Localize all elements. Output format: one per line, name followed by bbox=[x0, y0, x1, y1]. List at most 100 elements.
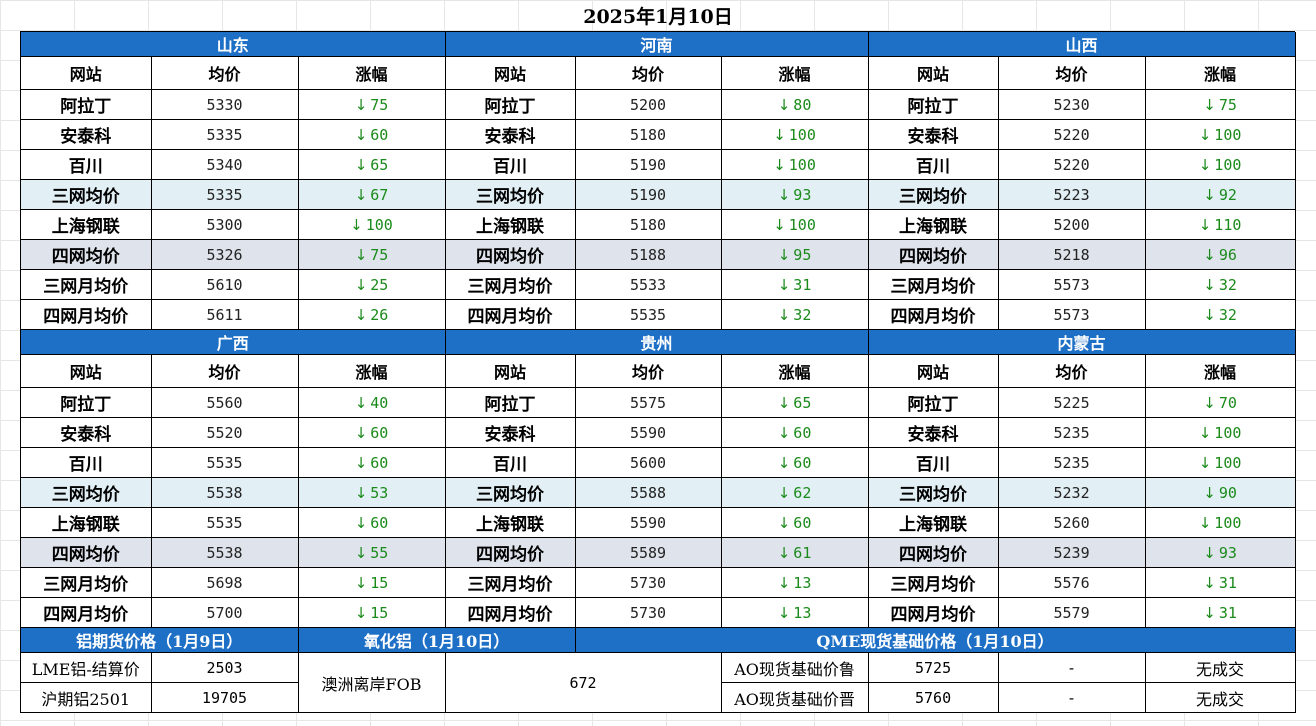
change-cell: ↓ 90 bbox=[1145, 477, 1296, 508]
avg-price-cell: 5230 bbox=[998, 89, 1146, 120]
avg-price-cell: 5573 bbox=[998, 299, 1146, 330]
site-name-cell: 上海钢联 bbox=[445, 209, 576, 240]
lme-value: 2503 bbox=[151, 652, 299, 683]
site-column-header: 网站 bbox=[21, 56, 152, 90]
site-name-cell: 百川 bbox=[21, 149, 152, 180]
change-value: 100 bbox=[788, 155, 816, 174]
change-cell: ↓ 67 bbox=[298, 179, 446, 210]
change-value: 61 bbox=[793, 543, 812, 562]
change-cell: ↓ 55 bbox=[298, 537, 446, 568]
page-title: 2025年1月10日 bbox=[583, 6, 733, 28]
change-value: 55 bbox=[370, 543, 389, 562]
down-arrow-icon: ↓ bbox=[773, 155, 786, 174]
region-title: 山西 bbox=[868, 32, 1296, 57]
avg-price-cell: 5573 bbox=[998, 269, 1146, 300]
avg-price-cell: 5335 bbox=[151, 119, 299, 150]
change-cell: ↓ 100 bbox=[1145, 417, 1296, 448]
change-cell: ↓ 60 bbox=[721, 447, 869, 478]
down-arrow-icon: ↓ bbox=[777, 483, 791, 502]
avg-price-cell: 5220 bbox=[998, 149, 1146, 180]
site-name-cell: 三网月均价 bbox=[868, 567, 999, 598]
table-row: 三网月均价 5698 ↓ 15 三网月均价 5730 ↓ 13 三网月均价 5576 ↓ 31 bbox=[21, 567, 1296, 598]
column-header-row: 网站 均价 涨幅 网站 均价 涨幅 网站 均价 涨幅 bbox=[21, 354, 1296, 388]
avg-price-cell: 5520 bbox=[151, 417, 299, 448]
region-title: 贵州 bbox=[445, 329, 869, 355]
down-arrow-icon: ↓ bbox=[1203, 573, 1216, 592]
avg-price-cell: 5180 bbox=[575, 119, 722, 150]
price-column-header: 均价 bbox=[998, 354, 1146, 388]
change-cell: ↓ 93 bbox=[721, 179, 869, 210]
table-row: 安泰科 5520 ↓ 60 安泰科 5590 ↓ 60 安泰科 5235 ↓ 100 bbox=[21, 417, 1296, 448]
change-cell: ↓ 96 bbox=[1145, 239, 1296, 270]
region-title: 内蒙古 bbox=[868, 329, 1296, 355]
change-value: 31 bbox=[1218, 573, 1237, 592]
site-name-cell: 三网月均价 bbox=[21, 269, 152, 300]
site-column-header: 网站 bbox=[21, 354, 152, 388]
table-row: 三网均价 5538 ↓ 53 三网均价 5588 ↓ 62 三网均价 5232 ↓ 90 bbox=[21, 477, 1296, 508]
change-cell: ↓ 31 bbox=[721, 269, 869, 300]
down-arrow-icon: ↓ bbox=[777, 603, 791, 622]
table-row: 安泰科 5335 ↓ 60 安泰科 5180 ↓ 100 安泰科 5220 ↓ 100 bbox=[21, 119, 1296, 150]
change-value: 32 bbox=[1218, 305, 1237, 324]
site-name-cell: 四网均价 bbox=[445, 537, 576, 568]
down-arrow-icon: ↓ bbox=[354, 483, 368, 502]
down-arrow-icon: ↓ bbox=[354, 543, 368, 562]
change-value: 32 bbox=[793, 305, 812, 324]
table-row: 三网月均价 5610 ↓ 25 三网月均价 5533 ↓ 31 三网月均价 5573 ↓ 32 bbox=[21, 269, 1296, 300]
change-value: 60 bbox=[370, 125, 389, 144]
site-name-cell: 百川 bbox=[445, 447, 576, 478]
change-cell: ↓ 15 bbox=[298, 567, 446, 598]
site-name-cell: 四网均价 bbox=[21, 537, 152, 568]
change-value: 53 bbox=[370, 483, 389, 502]
down-arrow-icon: ↓ bbox=[354, 423, 368, 442]
ao-lu-change: - bbox=[998, 652, 1146, 683]
avg-price-cell: 5225 bbox=[998, 387, 1146, 418]
site-name-cell: 三网均价 bbox=[21, 477, 152, 508]
down-arrow-icon: ↓ bbox=[350, 215, 363, 234]
change-value: 100 bbox=[1214, 125, 1242, 144]
price-column-header: 均价 bbox=[151, 354, 299, 388]
site-name-cell: 四网均价 bbox=[445, 239, 576, 270]
site-name-cell: 三网月均价 bbox=[868, 269, 999, 300]
price-column-header: 均价 bbox=[575, 354, 722, 388]
change-value: 95 bbox=[793, 245, 812, 264]
site-name-cell: 阿拉丁 bbox=[868, 89, 999, 120]
down-arrow-icon: ↓ bbox=[777, 185, 791, 204]
avg-price-cell: 5200 bbox=[575, 89, 722, 120]
site-column-header: 网站 bbox=[445, 56, 576, 90]
avg-price-cell: 5330 bbox=[151, 89, 299, 120]
region-header-row: 山东 河南 山西 bbox=[21, 32, 1296, 57]
avg-price-cell: 5223 bbox=[998, 179, 1146, 210]
down-arrow-icon: ↓ bbox=[1203, 95, 1216, 114]
change-value: 26 bbox=[370, 305, 389, 324]
change-cell: ↓ 32 bbox=[1145, 269, 1296, 300]
down-arrow-icon: ↓ bbox=[354, 125, 368, 144]
ao-lu-label: AO现货基础价鲁 bbox=[721, 652, 869, 683]
bottom-row-1: LME铝-结算价 2503 澳洲离岸FOB 672 AO现货基础价鲁 5725 … bbox=[21, 652, 1296, 713]
change-cell: ↓ 32 bbox=[1145, 299, 1296, 330]
down-arrow-icon: ↓ bbox=[1198, 125, 1212, 144]
ao-lu-value: 5725 bbox=[868, 652, 999, 683]
change-value: 100 bbox=[788, 125, 816, 144]
avg-price-cell: 5260 bbox=[998, 507, 1146, 538]
site-name-cell: 阿拉丁 bbox=[21, 89, 152, 120]
site-name-cell: 上海钢联 bbox=[868, 507, 999, 538]
down-arrow-icon: ↓ bbox=[1198, 453, 1212, 472]
change-column-header: 涨幅 bbox=[298, 56, 446, 90]
site-name-cell: 三网均价 bbox=[445, 179, 576, 210]
avg-price-cell: 5575 bbox=[575, 387, 722, 418]
down-arrow-icon: ↓ bbox=[777, 543, 791, 562]
change-value: 75 bbox=[1218, 95, 1237, 114]
change-cell: ↓ 93 bbox=[1145, 537, 1296, 568]
down-arrow-icon: ↓ bbox=[1198, 513, 1212, 532]
site-name-cell: 上海钢联 bbox=[445, 507, 576, 538]
ao-jin-label: AO现货基础价晋 bbox=[721, 682, 869, 713]
change-cell: ↓ 60 bbox=[721, 507, 869, 538]
change-value: 25 bbox=[370, 275, 389, 294]
region-title: 山东 bbox=[21, 32, 446, 57]
change-value: 100 bbox=[1214, 453, 1242, 472]
site-name-cell: 安泰科 bbox=[868, 119, 999, 150]
avg-price-cell: 5576 bbox=[998, 567, 1146, 598]
change-column-header: 涨幅 bbox=[1145, 56, 1296, 90]
change-value: 60 bbox=[370, 423, 389, 442]
